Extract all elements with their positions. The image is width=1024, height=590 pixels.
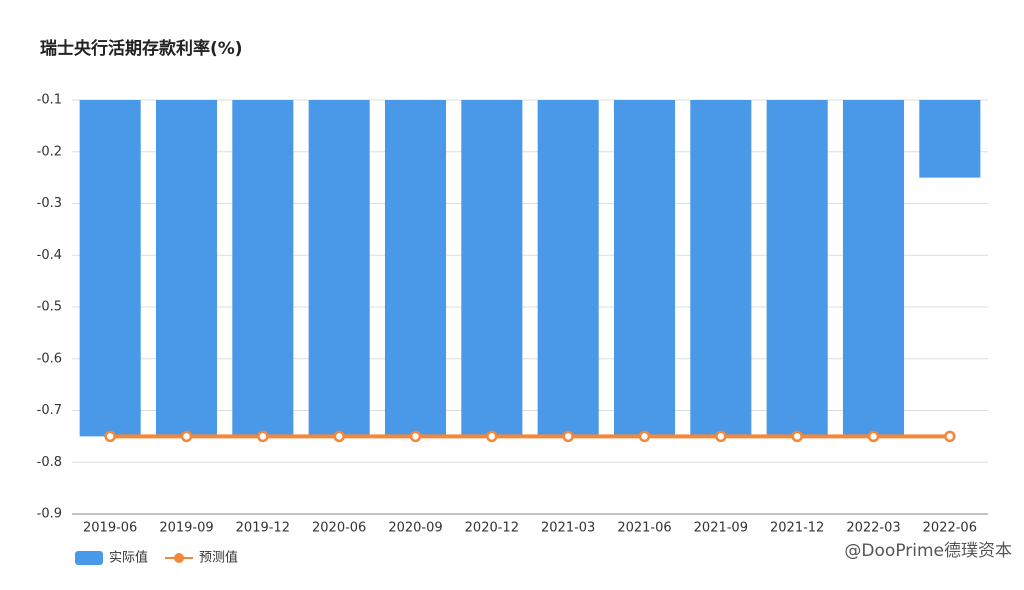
x-tick-label: 2020-09 [388, 521, 442, 536]
line-point [409, 430, 422, 443]
bar [232, 100, 294, 437]
bar [690, 100, 752, 437]
y-tick-label: -0.2 [37, 144, 62, 159]
x-tick-label: 2022-03 [846, 521, 900, 536]
line-point [638, 430, 651, 443]
x-tick-label: 2021-03 [541, 521, 595, 536]
y-tick-label: -0.8 [37, 455, 62, 470]
y-tick-label: -0.9 [37, 507, 62, 522]
bar [308, 100, 370, 437]
bar [155, 100, 218, 437]
line-point [791, 430, 803, 443]
line-point [257, 430, 269, 443]
y-tick-label: -0.7 [37, 403, 62, 418]
bar [537, 100, 599, 437]
bar [919, 100, 981, 178]
bar [79, 100, 141, 437]
x-tick-label: 2019-12 [236, 521, 290, 536]
chart-title: 瑞士央行活期存款利率(%) [40, 38, 243, 59]
x-tick-label: 2021-12 [770, 521, 824, 536]
line-point [104, 430, 116, 443]
line-point [333, 430, 345, 443]
bar [461, 100, 523, 437]
legend-swatch [75, 551, 103, 565]
x-tick-label: 2022-06 [923, 521, 977, 536]
legend-label: 实际值 [109, 550, 148, 566]
y-tick-label: -0.5 [37, 300, 62, 315]
x-tick-label: 2021-06 [617, 521, 671, 536]
bar [766, 100, 828, 437]
bar [842, 100, 905, 437]
legend-label: 预测值 [199, 550, 238, 566]
x-tick-label: 2019-06 [83, 521, 137, 536]
x-tick-label: 2020-06 [312, 521, 366, 536]
x-tick-label: 2021-09 [694, 521, 748, 536]
line-point [944, 430, 956, 443]
line-point [180, 430, 193, 443]
legend-swatch [174, 553, 184, 563]
line-point [715, 430, 727, 443]
y-tick-label: -0.4 [37, 248, 62, 263]
x-tick-label: 2019-09 [159, 521, 213, 536]
line-point [867, 430, 880, 443]
y-tick-label: -0.6 [37, 351, 62, 366]
watermark: @DooPrime德璞资本 [844, 541, 1012, 561]
line-point [486, 430, 498, 443]
x-tick-label: 2020-12 [465, 521, 519, 536]
bar [384, 100, 447, 437]
y-tick-label: -0.3 [37, 196, 62, 211]
line-point [562, 430, 574, 443]
bar [613, 100, 676, 437]
y-tick-label: -0.1 [37, 93, 62, 108]
